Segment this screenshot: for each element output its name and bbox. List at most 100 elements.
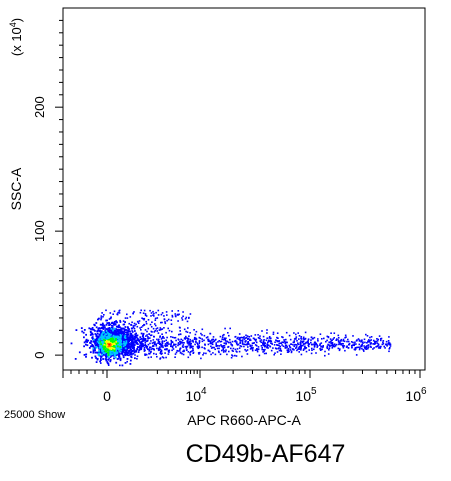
event-dot [113,321,116,323]
event-dot [344,336,346,339]
event-dot [140,340,143,343]
event-dot [134,336,137,338]
event-dot [128,354,130,357]
event-dot [127,352,130,354]
event-dot [346,340,348,343]
event-dot [106,329,109,331]
event-dot [107,358,110,361]
event-dot [109,360,112,363]
event-dot [218,345,221,347]
event-dot [109,312,112,314]
event-dot [293,338,296,340]
event-dot [118,335,121,337]
event-dot [92,347,95,350]
event-dot [102,326,105,328]
event-dot [385,340,388,343]
event-dot [107,343,109,345]
event-dot [285,344,288,347]
event-dot [184,318,187,320]
event-dot [223,333,225,336]
event-dot [149,342,151,345]
event-dot [111,324,113,327]
event-dot [209,350,211,353]
event-dot [286,351,289,353]
event-dot [105,328,107,330]
event-dot [227,345,230,348]
event-dot [116,332,119,335]
event-dot [113,357,115,360]
event-dot [140,337,143,340]
event-dot [97,354,100,357]
event-dot [374,342,377,344]
event-dot [238,333,241,335]
event-dot [278,349,281,352]
event-dot [337,337,340,339]
event-dot [384,347,386,349]
event-dot [133,311,135,313]
event-dot [143,348,146,351]
event-dot [215,342,217,344]
event-dot [167,341,169,344]
event-dot [163,337,165,339]
event-dot [125,351,128,353]
event-dot [110,350,113,353]
event-dot [115,320,117,322]
event-dot [287,347,290,350]
event-dot [222,351,225,353]
event-dot [275,339,277,341]
event-dot [284,342,287,345]
event-dot [125,335,128,338]
event-dot [377,338,380,341]
event-dot [250,335,253,337]
event-dot [101,336,104,339]
event-dot [99,340,102,343]
event-dot [174,353,177,355]
event-dot [130,352,133,355]
event-dot [101,353,103,356]
event-dot [124,321,126,323]
event-dot [347,340,350,343]
event-dot [211,346,214,349]
event-dot [255,344,258,347]
event-dot [362,342,364,344]
event-dot [181,345,184,347]
event-dot [171,341,174,344]
event-dot [133,327,136,330]
event-dot [179,347,182,350]
event-dot [304,346,306,348]
event-dot [224,350,227,353]
event-dot [109,343,111,346]
event-dot [113,310,116,313]
event-dot [116,337,119,339]
event-dot [132,325,135,327]
event-dot [97,318,99,321]
event-dot [319,348,321,350]
event-dot [370,339,372,341]
event-dot [123,338,126,341]
event-dot [283,339,285,341]
x-axis: 0 104 105 106 [62,370,427,404]
event-dot [240,345,243,348]
event-dot [89,330,92,333]
event-dot [286,349,289,351]
event-dot [254,349,257,351]
event-dot [160,313,163,316]
event-dot [161,337,164,339]
event-dot [333,332,336,334]
event-dot [254,334,257,336]
event-dot [200,332,202,335]
event-dot [324,350,326,353]
event-dot [189,352,191,354]
event-dot [109,323,112,326]
event-dot [133,338,136,341]
event-dot [382,341,384,344]
event-dot [127,340,130,342]
event-dot [201,328,204,331]
event-dot [171,316,174,318]
event-dot [136,334,139,337]
event-dot [345,346,348,348]
event-dot [130,344,133,347]
event-dot [356,346,358,349]
event-dot [104,348,107,351]
event-dot [157,339,160,342]
